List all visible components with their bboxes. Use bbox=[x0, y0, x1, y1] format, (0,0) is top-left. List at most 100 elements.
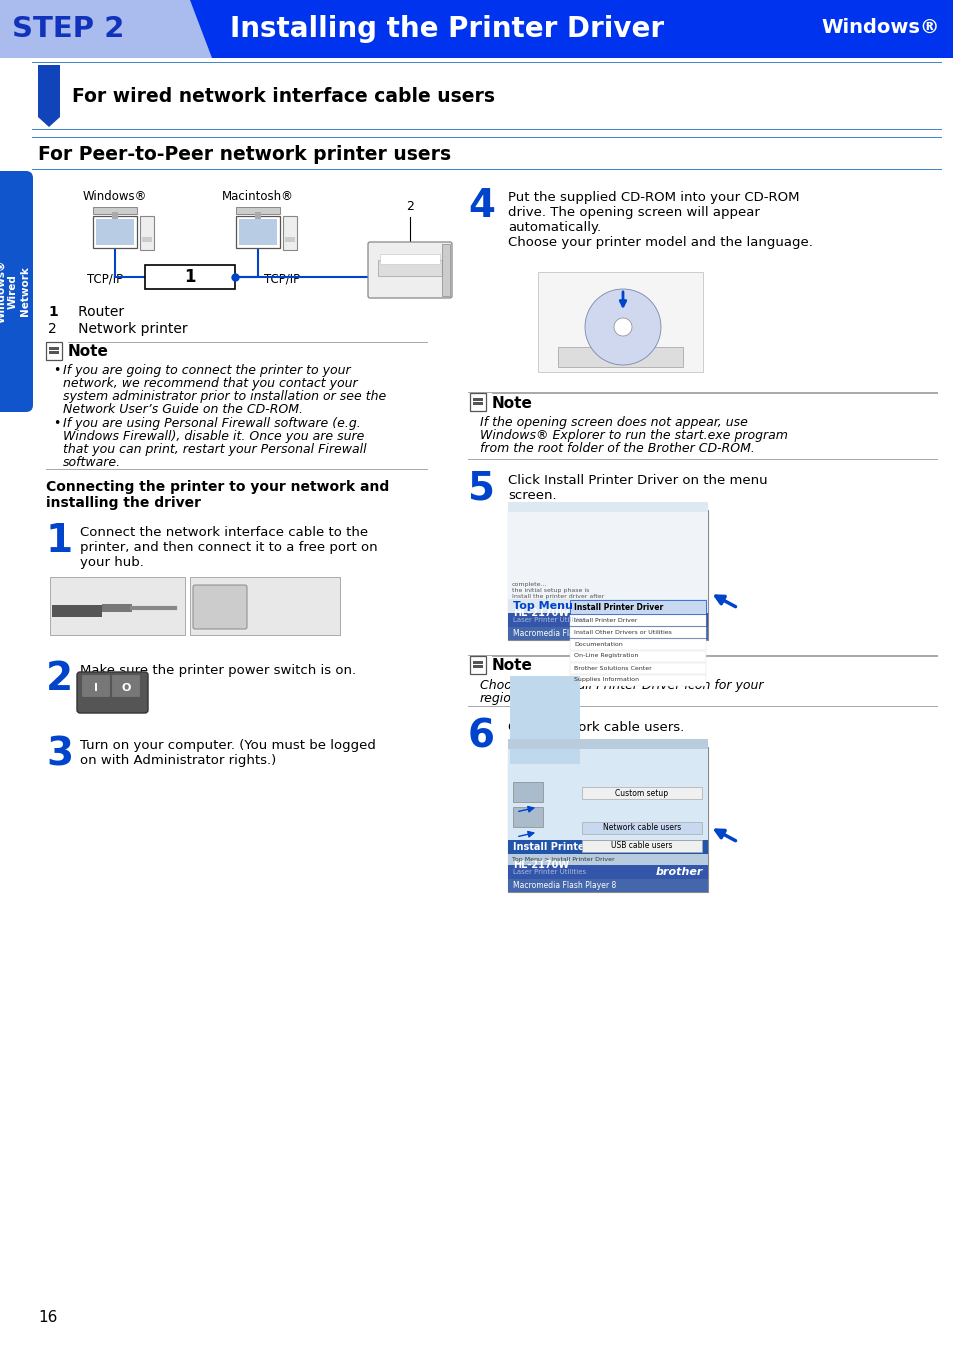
Text: that you can print, restart your Personal Firewall: that you can print, restart your Persona… bbox=[63, 443, 366, 457]
Text: 2: 2 bbox=[406, 200, 414, 213]
Bar bbox=[569, 663, 705, 674]
Text: Network User’s Guide on the CD-ROM.: Network User’s Guide on the CD-ROM. bbox=[63, 403, 303, 416]
Text: brother: brother bbox=[655, 615, 702, 626]
Bar bbox=[142, 236, 152, 242]
Text: system administrator prior to installation or see the: system administrator prior to installati… bbox=[63, 390, 386, 403]
Polygon shape bbox=[0, 0, 212, 58]
Bar bbox=[569, 600, 705, 613]
Text: Installing the Printer Driver: Installing the Printer Driver bbox=[230, 15, 663, 43]
Bar bbox=[558, 347, 682, 367]
Bar bbox=[52, 605, 102, 617]
Text: Router: Router bbox=[65, 305, 124, 319]
Bar bbox=[569, 639, 705, 650]
Bar bbox=[283, 216, 296, 250]
Bar bbox=[140, 216, 153, 250]
Text: 1: 1 bbox=[46, 521, 73, 561]
Text: the initial setup phase is: the initial setup phase is bbox=[512, 588, 589, 593]
Text: TCP/IP: TCP/IP bbox=[264, 273, 300, 285]
Polygon shape bbox=[584, 289, 660, 365]
Text: O: O bbox=[121, 684, 131, 693]
Text: 2: 2 bbox=[46, 661, 73, 698]
Text: Brother Solutions Center: Brother Solutions Center bbox=[574, 666, 651, 670]
Bar bbox=[96, 219, 133, 245]
Bar bbox=[581, 840, 701, 852]
Text: x: x bbox=[699, 630, 704, 639]
Bar bbox=[254, 212, 261, 219]
Bar bbox=[510, 676, 579, 765]
Text: Network printer: Network printer bbox=[65, 322, 188, 336]
Polygon shape bbox=[38, 65, 60, 127]
Bar bbox=[112, 212, 118, 219]
Polygon shape bbox=[614, 317, 631, 336]
Text: Macromedia Flash Player 8: Macromedia Flash Player 8 bbox=[513, 881, 616, 890]
Text: STEP 2: STEP 2 bbox=[12, 15, 124, 43]
Text: Windows®
Wired
Network: Windows® Wired Network bbox=[0, 259, 30, 323]
Text: Top Menu: Top Menu bbox=[513, 601, 572, 611]
FancyBboxPatch shape bbox=[112, 674, 140, 697]
Bar bbox=[379, 254, 439, 263]
Text: Network cable users: Network cable users bbox=[602, 824, 680, 832]
Text: 4: 4 bbox=[468, 186, 495, 226]
Bar bbox=[441, 245, 450, 296]
Text: On-Line Registration: On-Line Registration bbox=[574, 654, 638, 658]
Text: Note: Note bbox=[492, 396, 533, 411]
Text: Windows® Explorer to run the start.exe program: Windows® Explorer to run the start.exe p… bbox=[479, 430, 787, 442]
Text: Connect the network interface cable to the
printer, and then connect it to a fre: Connect the network interface cable to t… bbox=[80, 526, 377, 569]
Text: •: • bbox=[53, 417, 60, 430]
Text: Turn on your computer. (You must be logged
on with Administrator rights.): Turn on your computer. (You must be logg… bbox=[80, 739, 375, 767]
Bar bbox=[581, 788, 701, 798]
Text: Install Printer Driver: Install Printer Driver bbox=[513, 842, 626, 852]
Text: 2: 2 bbox=[48, 322, 56, 336]
FancyBboxPatch shape bbox=[0, 172, 33, 412]
Bar bbox=[285, 236, 294, 242]
Text: Windows®: Windows® bbox=[821, 18, 939, 36]
Text: Documentation: Documentation bbox=[574, 642, 622, 647]
Text: Laser Printer Utilities: Laser Printer Utilities bbox=[513, 869, 585, 875]
Text: Windows®: Windows® bbox=[83, 190, 147, 203]
Text: Top Menu > Install Printer Driver: Top Menu > Install Printer Driver bbox=[512, 858, 614, 862]
Text: Install Printer Driver: Install Printer Driver bbox=[574, 617, 637, 623]
Bar bbox=[537, 272, 702, 372]
Text: If the opening screen does not appear, use: If the opening screen does not appear, u… bbox=[479, 416, 747, 430]
Text: Install Printer Driver: Install Printer Driver bbox=[574, 603, 662, 612]
Text: Make sure the printer power switch is on.: Make sure the printer power switch is on… bbox=[80, 663, 355, 677]
Bar bbox=[377, 259, 441, 276]
Bar bbox=[569, 615, 705, 626]
Text: For Peer-to-Peer network printer users: For Peer-to-Peer network printer users bbox=[38, 145, 451, 163]
Bar bbox=[92, 207, 137, 213]
Bar bbox=[470, 657, 485, 674]
Bar bbox=[513, 807, 542, 827]
Text: region.: region. bbox=[479, 692, 523, 705]
Bar bbox=[507, 509, 707, 613]
Bar bbox=[581, 821, 701, 834]
FancyBboxPatch shape bbox=[81, 674, 111, 697]
Text: Install Other Drivers or Utilities: Install Other Drivers or Utilities bbox=[574, 630, 671, 635]
Text: Custom setup: Custom setup bbox=[615, 789, 668, 797]
Bar bbox=[473, 399, 482, 401]
Text: HL-2170W: HL-2170W bbox=[513, 608, 569, 617]
Bar bbox=[239, 219, 276, 245]
Bar bbox=[102, 604, 132, 612]
Bar bbox=[46, 342, 62, 359]
Bar bbox=[569, 676, 705, 686]
Bar bbox=[507, 503, 707, 512]
Text: 5: 5 bbox=[468, 470, 495, 508]
Text: Windows Firewall), disable it. Once you are sure: Windows Firewall), disable it. Once you … bbox=[63, 430, 364, 443]
Bar bbox=[473, 665, 482, 667]
Text: 6: 6 bbox=[468, 717, 495, 755]
Text: Connecting the printer to your network and
installing the driver: Connecting the printer to your network a… bbox=[46, 480, 389, 511]
Text: Click Network cable users.: Click Network cable users. bbox=[507, 721, 683, 734]
Text: TCP/IP: TCP/IP bbox=[87, 273, 123, 285]
FancyBboxPatch shape bbox=[193, 585, 247, 630]
Text: from the root folder of the Brother CD-ROM.: from the root folder of the Brother CD-R… bbox=[479, 442, 754, 455]
Bar bbox=[507, 739, 707, 748]
Bar bbox=[473, 403, 482, 405]
Text: HL-2170W: HL-2170W bbox=[513, 861, 569, 870]
Text: Put the supplied CD-ROM into your CD-ROM
drive. The opening screen will appear
a: Put the supplied CD-ROM into your CD-ROM… bbox=[507, 190, 812, 249]
Text: Note: Note bbox=[492, 658, 533, 674]
FancyBboxPatch shape bbox=[77, 671, 148, 713]
Text: Supplies Information: Supplies Information bbox=[574, 677, 639, 682]
Text: USB cable users: USB cable users bbox=[611, 842, 672, 851]
Text: Click Install Printer Driver on the menu
screen.: Click Install Printer Driver on the menu… bbox=[507, 474, 767, 503]
Text: complete...: complete... bbox=[512, 582, 547, 586]
